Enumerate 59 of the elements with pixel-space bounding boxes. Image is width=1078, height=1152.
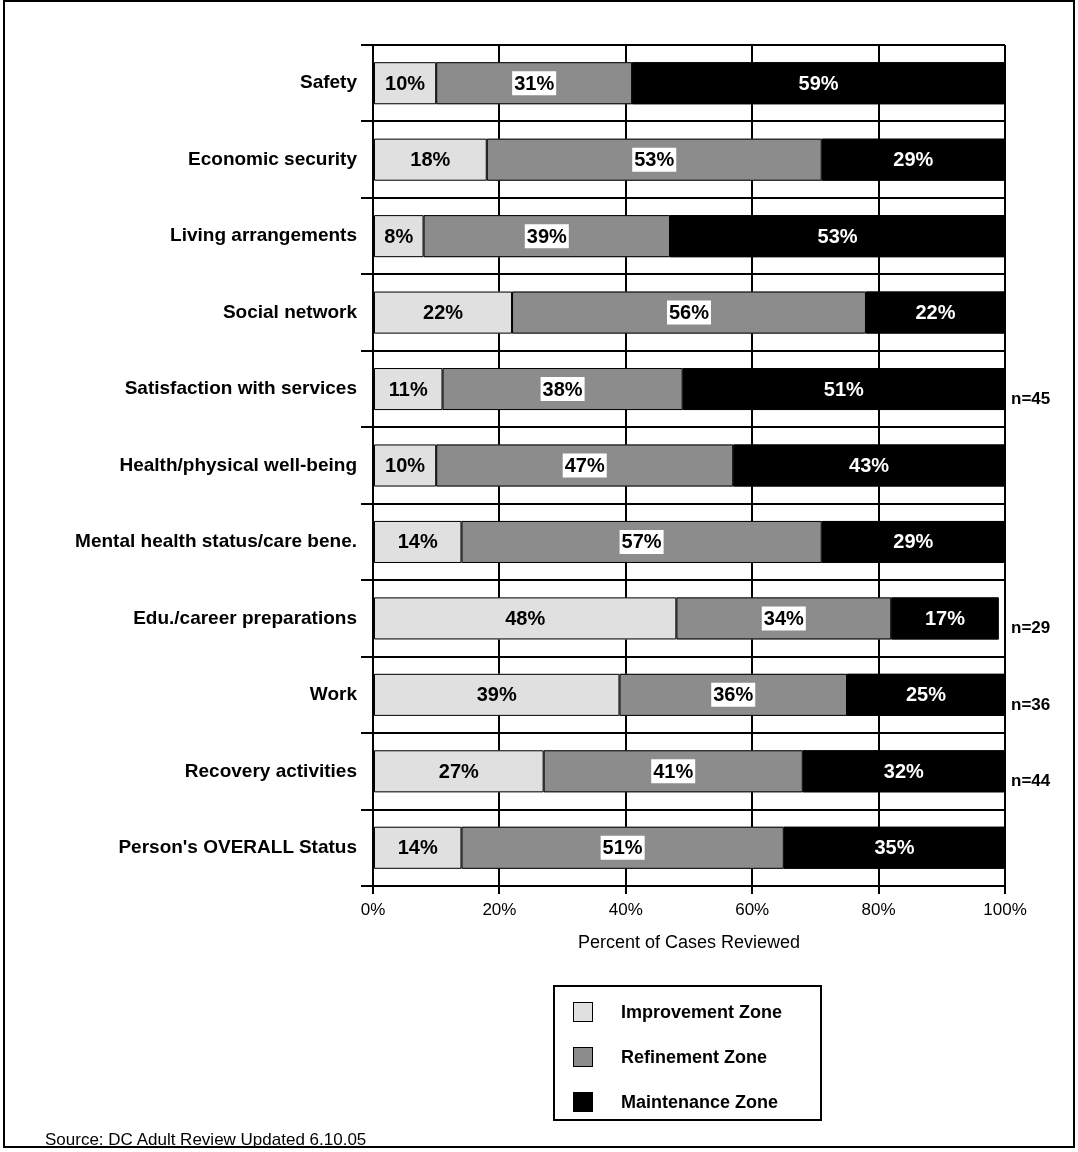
- data-label: 32%: [883, 759, 925, 782]
- y-tick-label: Social network: [222, 300, 358, 322]
- legend-label: Refinement Zone: [621, 1046, 768, 1068]
- y-tick-label: Safety: [299, 71, 358, 93]
- data-label: 22%: [915, 301, 956, 324]
- data-label: 14%: [397, 836, 438, 859]
- x-tick-label: 60%: [735, 899, 770, 919]
- data-label: 53%: [634, 148, 675, 171]
- x-tick-label: 0%: [360, 899, 386, 919]
- x-tick-label: 40%: [608, 899, 643, 919]
- data-label: 38%: [542, 377, 583, 400]
- x-tick-label: 80%: [861, 899, 896, 919]
- x-tick-label: 100%: [983, 899, 1027, 919]
- data-label: 10%: [385, 454, 426, 477]
- x-tick-label: 20%: [482, 899, 517, 919]
- data-label: 22%: [423, 301, 464, 324]
- text: n=36: [1011, 694, 1051, 714]
- y-tick-label: Recovery activities: [184, 759, 357, 781]
- data-label: 39%: [476, 683, 517, 706]
- text: n=44: [1011, 771, 1051, 791]
- y-tick-label: Economic security: [188, 147, 358, 169]
- data-label: 29%: [893, 530, 934, 553]
- data-label: 53%: [817, 224, 858, 247]
- data-label: 43%: [849, 454, 890, 477]
- data-label: 36%: [713, 683, 754, 706]
- data-label: 34%: [763, 606, 805, 629]
- data-label: 14%: [397, 530, 438, 553]
- y-tick-label: Satisfaction with services: [124, 377, 357, 399]
- legend-label: Improvement Zone: [621, 1001, 783, 1023]
- data-label: 39%: [526, 224, 568, 247]
- data-label: 18%: [410, 148, 451, 171]
- data-label: 27%: [438, 759, 480, 782]
- data-label: 41%: [653, 759, 694, 782]
- text: n=45: [1011, 388, 1051, 408]
- y-tick-label: Mental health status/care bene.: [75, 530, 357, 552]
- data-label: 35%: [874, 836, 915, 859]
- legend-label: Maintenance Zone: [621, 1091, 779, 1113]
- y-tick-label: Edu./career preparations: [133, 606, 357, 628]
- data-label: 59%: [798, 71, 839, 94]
- data-label: 51%: [602, 836, 643, 859]
- data-label: 8%: [384, 224, 414, 247]
- y-tick-label: Work: [309, 683, 358, 705]
- y-tick-label: Person's OVERALL Status: [118, 836, 357, 858]
- text: n=29: [1011, 618, 1051, 638]
- data-label: 56%: [668, 301, 710, 324]
- data-label: 57%: [621, 530, 662, 553]
- y-tick-label: Living arrangements: [170, 224, 357, 246]
- data-label: 51%: [823, 377, 865, 400]
- data-label: 48%: [505, 606, 546, 629]
- data-label: 25%: [905, 683, 947, 706]
- data-label: 10%: [385, 71, 426, 94]
- data-label: 47%: [564, 454, 605, 477]
- x-axis-title: Percent of Cases Reviewed: [577, 932, 801, 953]
- data-label: 31%: [514, 71, 555, 94]
- source-note: Source: DC Adult Review Updated 6.10.05: [45, 1130, 367, 1150]
- data-label: 17%: [924, 606, 966, 629]
- data-label: 11%: [388, 377, 428, 400]
- y-tick-label: Health/physical well-being: [119, 453, 357, 475]
- data-label: 29%: [893, 148, 934, 171]
